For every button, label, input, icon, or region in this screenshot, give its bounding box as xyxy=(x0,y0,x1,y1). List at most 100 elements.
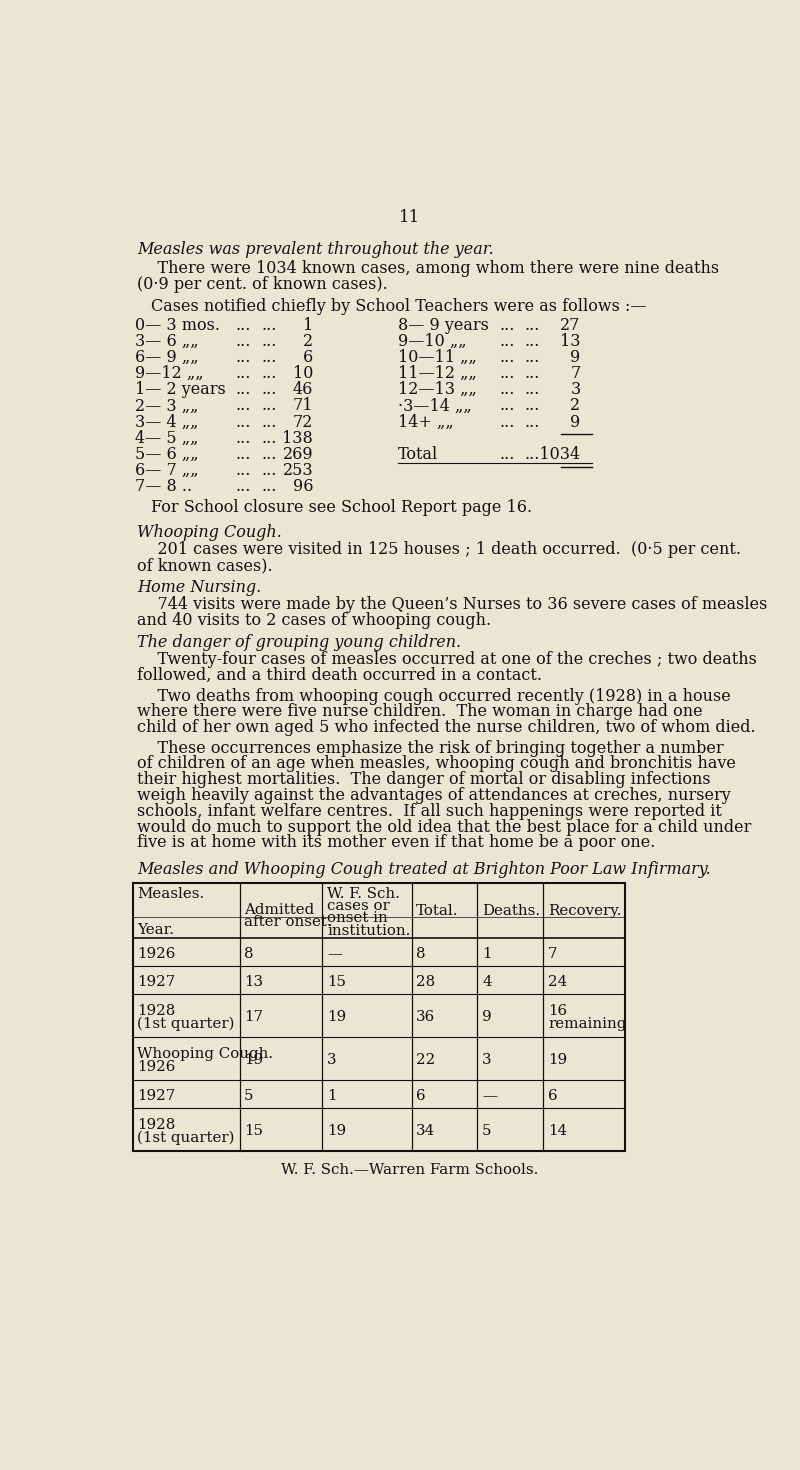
Text: 10: 10 xyxy=(293,365,313,382)
Text: 744 visits were made by the Queen’s Nurses to 36 severe cases of measles: 744 visits were made by the Queen’s Nurs… xyxy=(138,597,767,613)
Text: 27: 27 xyxy=(560,316,581,334)
Text: Cases notified chiefly by School Teachers were as follows :—: Cases notified chiefly by School Teacher… xyxy=(151,298,646,315)
Text: 6— 9 „„: 6— 9 „„ xyxy=(135,348,198,366)
Text: cases or: cases or xyxy=(327,900,390,913)
Text: 2— 3 „„: 2— 3 „„ xyxy=(135,397,198,415)
Text: ...: ... xyxy=(236,332,251,350)
Text: 1928: 1928 xyxy=(138,1117,175,1132)
Text: Whooping Cough.: Whooping Cough. xyxy=(138,525,282,541)
Text: 12—13 „„: 12—13 „„ xyxy=(398,381,478,398)
Text: 14+ „„: 14+ „„ xyxy=(398,413,454,431)
Text: ...: ... xyxy=(262,462,277,479)
Text: 3: 3 xyxy=(327,1054,337,1067)
Text: 6— 7 „„: 6— 7 „„ xyxy=(135,462,198,479)
Text: W. F. Sch.—Warren Farm Schools.: W. F. Sch.—Warren Farm Schools. xyxy=(282,1163,538,1177)
Text: 4— 5 „„: 4— 5 „„ xyxy=(135,429,198,447)
Text: ...: ... xyxy=(236,381,251,398)
Text: child of her own aged 5 who infected the nurse children, two of whom died.: child of her own aged 5 who infected the… xyxy=(138,719,756,736)
Text: 15: 15 xyxy=(244,1125,263,1138)
Text: ...: ... xyxy=(525,397,540,415)
Text: ...: ... xyxy=(525,365,540,382)
Text: 19: 19 xyxy=(327,1010,346,1025)
Text: 1926: 1926 xyxy=(138,1060,175,1075)
Text: institution.: institution. xyxy=(327,923,410,938)
Text: 28: 28 xyxy=(416,975,435,989)
Text: 36: 36 xyxy=(416,1010,435,1025)
Text: would do much to support the old idea that the best place for a child under: would do much to support the old idea th… xyxy=(138,819,751,835)
Text: Whooping Cough.: Whooping Cough. xyxy=(138,1047,274,1061)
Text: ...: ... xyxy=(499,413,514,431)
Text: Admitted: Admitted xyxy=(244,903,314,917)
Text: 5— 6 „„: 5— 6 „„ xyxy=(135,445,198,463)
Text: 9: 9 xyxy=(570,413,581,431)
Text: 19: 19 xyxy=(244,1054,263,1067)
Text: For School closure see School Report page 16.: For School closure see School Report pag… xyxy=(151,498,532,516)
Text: ...: ... xyxy=(262,348,277,366)
Text: 3— 6 „„: 3— 6 „„ xyxy=(135,332,198,350)
Text: 72: 72 xyxy=(293,413,313,431)
Text: 1928: 1928 xyxy=(138,1004,175,1017)
Text: ...: ... xyxy=(525,413,540,431)
Text: weigh heavily against the advantages of attendances at creches, nursery: weigh heavily against the advantages of … xyxy=(138,786,731,804)
Text: 14: 14 xyxy=(548,1125,567,1138)
Text: schools, infant welfare centres.  If all such happenings were reported it: schools, infant welfare centres. If all … xyxy=(138,803,722,820)
Text: remaining: remaining xyxy=(548,1017,626,1030)
Text: 19: 19 xyxy=(327,1125,346,1138)
Text: ...: ... xyxy=(262,429,277,447)
Text: ...: ... xyxy=(499,397,514,415)
Text: Recovery.: Recovery. xyxy=(548,904,622,919)
Text: The danger of grouping young children.: The danger of grouping young children. xyxy=(138,634,462,651)
Text: ...: ... xyxy=(262,332,277,350)
Text: their highest mortalities.  The danger of mortal or disabling infections: their highest mortalities. The danger of… xyxy=(138,772,711,788)
Text: 11—12 „„: 11—12 „„ xyxy=(398,365,478,382)
Text: ...: ... xyxy=(236,348,251,366)
Text: ·3—14 „„: ·3—14 „„ xyxy=(398,397,472,415)
Text: 16: 16 xyxy=(548,1004,567,1017)
Text: ...: ... xyxy=(236,316,251,334)
Text: 201 cases were visited in 125 houses ; 1 death occurred.  (0·5 per cent.: 201 cases were visited in 125 houses ; 1… xyxy=(138,541,742,559)
Text: 10—11 „„: 10—11 „„ xyxy=(398,348,478,366)
Text: 8— 9 years: 8— 9 years xyxy=(398,316,490,334)
Text: 138: 138 xyxy=(282,429,313,447)
Text: 3— 4 „„: 3— 4 „„ xyxy=(135,413,198,431)
Text: Two deaths from whooping cough occurred recently (1928) in a house: Two deaths from whooping cough occurred … xyxy=(138,688,731,704)
Text: Twenty-four cases of measles occurred at one of the creches ; two deaths: Twenty-four cases of measles occurred at… xyxy=(138,651,757,669)
Text: and 40 visits to 2 cases of whooping cough.: and 40 visits to 2 cases of whooping cou… xyxy=(138,612,491,629)
Text: 22: 22 xyxy=(416,1054,435,1067)
Text: 34: 34 xyxy=(416,1125,435,1138)
Text: ...: ... xyxy=(525,348,540,366)
Text: ...: ... xyxy=(499,445,514,463)
Text: ...1034: ...1034 xyxy=(524,445,581,463)
Text: 17: 17 xyxy=(244,1010,263,1025)
Text: of known cases).: of known cases). xyxy=(138,557,273,575)
Text: 0— 3 mos.: 0— 3 mos. xyxy=(135,316,220,334)
Text: ...: ... xyxy=(499,348,514,366)
Text: 253: 253 xyxy=(282,462,313,479)
Text: 2: 2 xyxy=(303,332,313,350)
Text: 4: 4 xyxy=(482,975,492,989)
Text: 46: 46 xyxy=(293,381,313,398)
Text: Home Nursing.: Home Nursing. xyxy=(138,579,262,597)
Text: 2: 2 xyxy=(570,397,581,415)
Text: 5: 5 xyxy=(482,1125,491,1138)
Text: 1— 2 years: 1— 2 years xyxy=(135,381,226,398)
Text: 24: 24 xyxy=(548,975,567,989)
Text: ...: ... xyxy=(236,397,251,415)
Text: ...: ... xyxy=(262,365,277,382)
Text: Total.: Total. xyxy=(416,904,458,919)
Text: 9—12 „„: 9—12 „„ xyxy=(135,365,203,382)
Text: 13: 13 xyxy=(560,332,581,350)
Text: ...: ... xyxy=(262,397,277,415)
Text: ...: ... xyxy=(499,332,514,350)
Text: Deaths.: Deaths. xyxy=(482,904,540,919)
Text: ...: ... xyxy=(262,316,277,334)
Text: Measles was prevalent throughout the year.: Measles was prevalent throughout the yea… xyxy=(138,241,494,259)
Text: 1927: 1927 xyxy=(138,975,175,989)
Text: ...: ... xyxy=(236,478,251,495)
Text: 1: 1 xyxy=(327,1089,337,1102)
Text: Total: Total xyxy=(398,445,438,463)
Text: 15: 15 xyxy=(327,975,346,989)
Text: onset in: onset in xyxy=(327,911,388,926)
Text: ...: ... xyxy=(262,413,277,431)
Text: ...: ... xyxy=(236,429,251,447)
